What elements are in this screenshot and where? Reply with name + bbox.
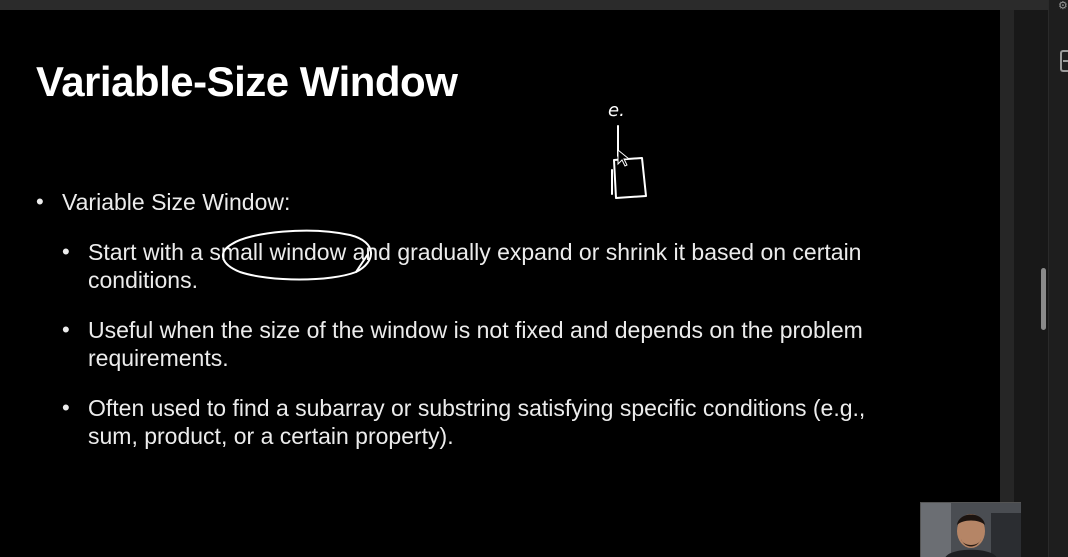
settings-icon[interactable]: ⚙ — [1058, 0, 1068, 12]
scrollbar-thumb[interactable] — [1041, 268, 1046, 330]
webcam-overlay — [920, 502, 1021, 557]
panel-icon[interactable] — [1060, 50, 1068, 72]
main-bullet: Variable Size Window: Start with a small… — [36, 188, 936, 450]
presenter-avatar — [921, 503, 1021, 557]
right-toolbar — [1048, 0, 1068, 557]
slide-frame-edge — [1000, 10, 1014, 557]
bullet-list: Variable Size Window: Start with a small… — [36, 188, 936, 472]
sub-bullet-1: Start with a small window and gradually … — [62, 238, 908, 294]
sub-bullet-3: Often used to find a subarray or substri… — [62, 394, 908, 450]
sub-bullet-list: Start with a small window and gradually … — [62, 238, 936, 450]
main-bullet-text: Variable Size Window: — [62, 189, 291, 215]
slide-canvas: Variable-Size Window Variable Size Windo… — [0, 10, 1000, 557]
slide-title: Variable-Size Window — [36, 58, 458, 105]
window-top-strip — [0, 0, 1068, 10]
sub-bullet-2: Useful when the size of the window is no… — [62, 316, 908, 372]
